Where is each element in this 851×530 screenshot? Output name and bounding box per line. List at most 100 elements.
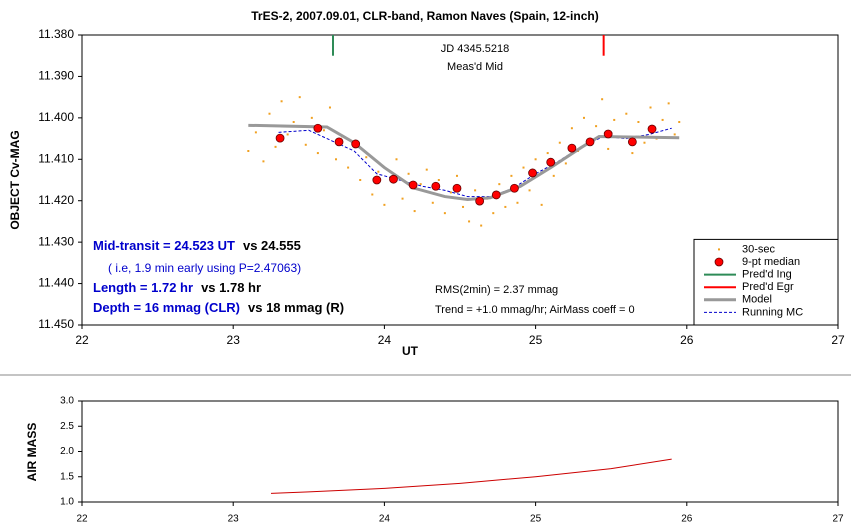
- y-tick-label: 11.380: [38, 27, 74, 41]
- data-point: [395, 158, 398, 161]
- data-point: [335, 158, 338, 161]
- data-point: [365, 156, 368, 159]
- data-point: [631, 152, 634, 155]
- legend-label: Pred'd Ing: [742, 269, 792, 281]
- chart-title: TrES-2, 2007.09.01, CLR-band, Ramon Nave…: [251, 9, 598, 23]
- median-point: [546, 157, 556, 167]
- y-tick-label: 11.420: [38, 193, 74, 207]
- data-point: [401, 197, 404, 200]
- data-point: [254, 131, 257, 134]
- annotation: ( i.e, 1.9 min early using P=2.47063): [108, 261, 301, 275]
- x-tick-label: 27: [831, 333, 845, 347]
- data-point: [298, 96, 301, 99]
- data-point: [498, 183, 501, 186]
- data-point: [247, 150, 250, 152]
- data-point: [564, 162, 567, 165]
- median-point: [351, 139, 361, 149]
- median-point: [603, 129, 613, 139]
- data-point: [455, 174, 458, 177]
- x-axis-label: UT: [402, 344, 419, 358]
- data-point: [377, 170, 380, 173]
- data-point: [286, 133, 289, 136]
- median-point: [389, 174, 398, 184]
- y-tick-label: 11.410: [38, 151, 74, 165]
- x-tick-label: 24: [379, 514, 391, 525]
- legend-label: Running MC: [742, 306, 803, 318]
- annotation-part: Length = 1.72 hr: [93, 280, 193, 295]
- data-point: [546, 152, 549, 155]
- data-point: [274, 145, 277, 148]
- data-point: [462, 205, 465, 208]
- data-point: [437, 179, 440, 181]
- median-point: [585, 137, 595, 147]
- data-point: [492, 212, 495, 215]
- median-point: [313, 123, 323, 133]
- y-axis-label: OBJECT Cv-MAG: [8, 130, 22, 229]
- data-point: [601, 98, 604, 101]
- annotation: Meas'd Mid: [447, 61, 503, 73]
- data-point: [280, 100, 283, 103]
- data-point: [468, 220, 471, 223]
- annotation: Trend = +1.0 mmag/hr; AirMass coeff = 0: [435, 304, 635, 316]
- data-point: [667, 102, 670, 105]
- median-point: [408, 180, 418, 190]
- data-point: [558, 141, 561, 144]
- data-point: [449, 191, 452, 194]
- data-point: [625, 112, 628, 115]
- data-point: [292, 121, 295, 123]
- annotation: Depth = 16 mmag (CLR) vs 18 mmag (R): [93, 300, 344, 315]
- data-point: [540, 203, 543, 206]
- data-point: [347, 166, 350, 169]
- median-point: [528, 168, 537, 178]
- annotation-part: Depth = 16 mmag (CLR): [93, 300, 240, 315]
- data-point: [637, 121, 640, 123]
- annotation-part: vs 1.78 hr: [201, 280, 261, 295]
- annotation: JD 4345.5218: [441, 43, 510, 55]
- median-point: [452, 183, 462, 193]
- x-tick-label: 27: [832, 514, 844, 525]
- legend-label: 9-pt median: [742, 256, 800, 268]
- data-point: [643, 141, 646, 144]
- data-point: [649, 106, 652, 109]
- legend-swatch: [718, 248, 720, 251]
- data-point: [359, 179, 362, 181]
- data-point: [607, 147, 610, 150]
- x-tick-label: 22: [75, 333, 89, 347]
- data-point: [673, 133, 676, 136]
- data-point: [516, 201, 519, 204]
- data-point: [474, 189, 477, 192]
- x-tick-label: 25: [529, 333, 543, 347]
- data-point: [504, 205, 507, 208]
- x-tick-label: 23: [228, 514, 240, 525]
- annotation: Length = 1.72 hr vs 1.78 hr: [93, 280, 261, 295]
- y-tick-label: 11.390: [38, 69, 74, 83]
- data-point: [262, 160, 265, 163]
- median-point: [510, 183, 519, 193]
- legend-label: Pred'd Egr: [742, 281, 794, 293]
- data-point: [522, 166, 525, 169]
- annotation: Mid-transit = 24.523 UT vs 24.555: [93, 238, 301, 253]
- x-tick-label: 22: [76, 514, 88, 525]
- y-tick-label: 1.5: [60, 471, 74, 482]
- data-point: [582, 116, 585, 119]
- data-point: [595, 125, 598, 128]
- median-point: [275, 133, 285, 143]
- data-point: [443, 212, 446, 215]
- median-point: [627, 137, 637, 147]
- y-tick-label: 11.430: [38, 234, 74, 248]
- annotation-part: vs 24.555: [243, 238, 301, 253]
- series-line: [270, 458, 672, 494]
- data-point: [316, 152, 319, 155]
- legend-swatch: [714, 257, 724, 267]
- median-point: [334, 137, 344, 147]
- annotation-part: Mid-transit = 24.523 UT: [93, 238, 235, 253]
- y-tick-label: 11.450: [38, 317, 74, 331]
- data-point: [661, 118, 664, 121]
- data-point: [431, 201, 434, 204]
- legend-label: Model: [742, 294, 772, 306]
- y-axis-label: AIR MASS: [25, 423, 39, 482]
- plot-frame: [81, 34, 839, 326]
- data-point: [268, 112, 271, 115]
- y-tick-label: 2.5: [60, 421, 74, 432]
- legend-box: [693, 238, 839, 326]
